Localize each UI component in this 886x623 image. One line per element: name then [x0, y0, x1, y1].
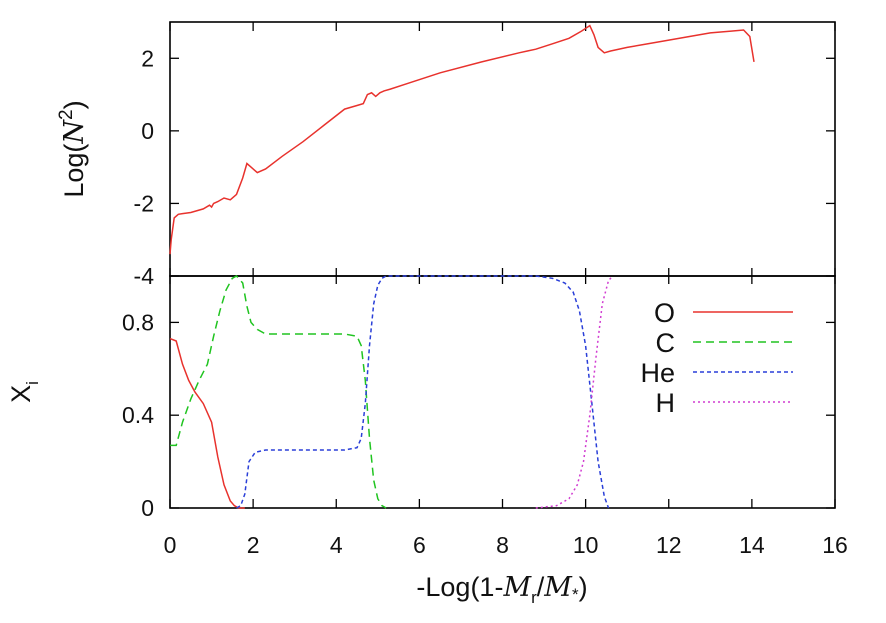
bottom-y-tick-label: 0.4 [122, 402, 154, 428]
tick-labels: 0 2 4 6 8 10 12 14 16 -4 -2 0 2 0 0.4 0.8 [122, 45, 848, 558]
legend-label-c: C [656, 328, 676, 358]
top-y-tick-label: 2 [141, 45, 154, 71]
x-tick-label: 6 [413, 532, 426, 558]
x-tick-label: 16 [822, 532, 848, 558]
legend-label-he: He [640, 358, 675, 388]
top-panel-frame [169, 21, 836, 277]
top-y-axis-label: Log(N2) [56, 100, 90, 197]
x-tick-label: 10 [573, 532, 599, 558]
top-panel-series [169, 24, 755, 255]
top-y-tick-label: -4 [134, 263, 155, 289]
n2-profile-line [169, 24, 755, 255]
bottom-y-tick-label: 0 [141, 495, 154, 521]
legend-label-o: O [654, 298, 675, 328]
abundance-line-c [170, 275, 387, 509]
bottom-y-tick-label: 0.8 [122, 309, 154, 335]
abundance-line-o [169, 337, 245, 509]
x-axis-label: -Log(1-Mr/M*) [416, 572, 587, 607]
legend-label-h: H [656, 388, 676, 418]
x-tick-label: 2 [247, 532, 260, 558]
x-tick-label: 8 [496, 532, 509, 558]
bottom-panel-series [169, 275, 614, 509]
abundance-line-h [535, 275, 614, 509]
x-tick-label: 14 [739, 532, 765, 558]
x-tick-label: 4 [330, 532, 343, 558]
x-tick-label: 12 [656, 532, 682, 558]
axis-ticks [169, 22, 836, 509]
bottom-panel-frame [169, 275, 836, 509]
x-tick-label: 0 [164, 532, 177, 558]
abundance-line-he [236, 275, 610, 509]
bottom-y-axis-label: Xi [6, 381, 42, 403]
top-y-tick-label: -2 [134, 190, 154, 216]
top-y-tick-label: 0 [141, 118, 154, 144]
